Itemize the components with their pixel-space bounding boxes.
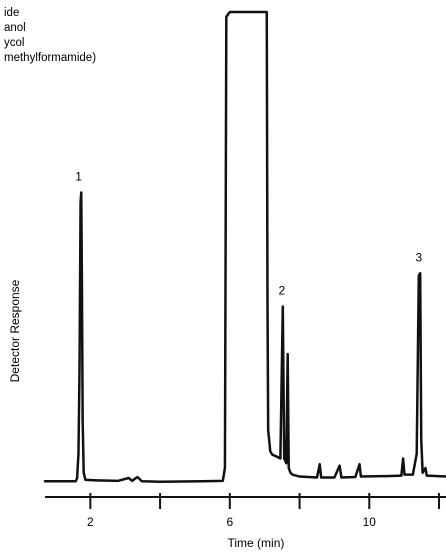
legend: ide anol ycol methylformamide)	[4, 7, 96, 64]
series-trace	[43, 10, 446, 484]
legend-entry: anol	[4, 22, 26, 34]
x-axis-ticks	[89, 493, 441, 509]
x-tick-label: 10	[363, 515, 377, 529]
peak-label: 3	[416, 250, 423, 264]
x-axis-tick-labels: 2 6 10	[87, 515, 376, 529]
peak-label: 2	[279, 284, 286, 298]
legend-entry: ycol	[4, 37, 24, 49]
legend-entry: ide	[4, 7, 19, 19]
x-axis-title: Time (min)	[228, 536, 285, 550]
legend-entry: methylformamide)	[4, 52, 96, 64]
y-axis-title: Detector Response	[8, 279, 22, 382]
peak-label: 1	[75, 170, 82, 184]
x-tick-label: 6	[226, 515, 233, 529]
peak-labels: 1 2 3	[75, 170, 422, 298]
x-tick-label: 2	[87, 515, 94, 529]
